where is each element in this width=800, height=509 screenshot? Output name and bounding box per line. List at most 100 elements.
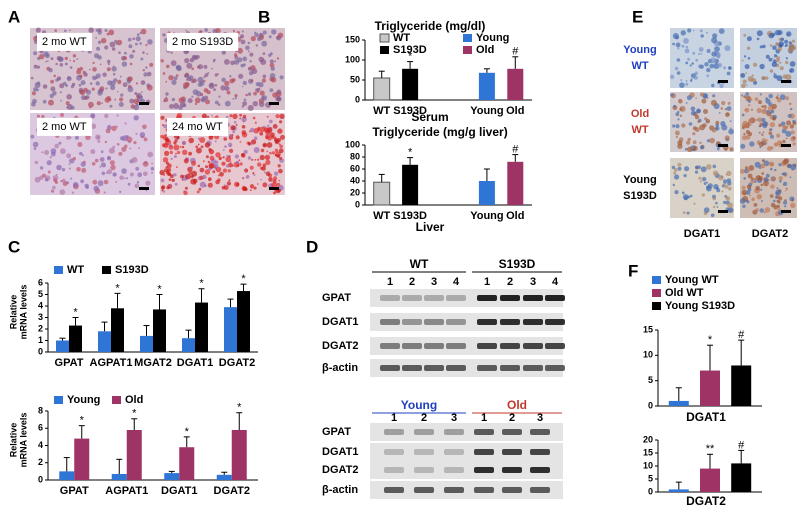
texture-dot [685, 82, 689, 86]
texture-dot [778, 123, 782, 128]
texture-dot [243, 149, 248, 154]
texture-dot [178, 97, 184, 103]
y-tick-label: 40 [350, 175, 360, 185]
scale-bar [139, 187, 149, 190]
blot-band [530, 487, 550, 493]
texture-dot [715, 126, 720, 131]
texture-dot [740, 143, 746, 149]
texture-dot [760, 183, 764, 187]
blot-band [446, 319, 466, 325]
texture-dot [259, 126, 265, 133]
scale-bar [139, 102, 149, 105]
texture-dot [237, 47, 244, 54]
legend-swatch [380, 46, 389, 54]
texture-dot [790, 44, 797, 51]
texture-dot [97, 90, 103, 96]
legend-swatch [652, 289, 661, 297]
texture-dot [109, 160, 115, 166]
texture-dot [678, 137, 684, 142]
legend-label: Young [67, 394, 100, 406]
texture-dot [681, 44, 685, 48]
bar [700, 370, 720, 406]
texture-dot [685, 61, 689, 65]
texture-dot [140, 28, 147, 35]
texture-dot [749, 141, 755, 147]
y-tick-label: 20 [350, 187, 360, 197]
texture-dot [178, 105, 183, 111]
blot-strip [370, 359, 563, 377]
texture-dot [695, 58, 699, 62]
texture-dot [684, 147, 688, 151]
texture-dot [207, 182, 213, 188]
blot-band [444, 429, 464, 435]
texture-dot [185, 82, 190, 87]
texture-dot [681, 123, 686, 128]
texture-dot [132, 49, 136, 53]
texture-dot [747, 99, 751, 103]
texture-dot [741, 189, 748, 196]
texture-dot [46, 160, 52, 166]
texture-dot [712, 164, 717, 169]
texture-dot [677, 110, 680, 114]
texture-dot [95, 28, 99, 32]
texture-dot [180, 174, 184, 179]
texture-dot [201, 113, 207, 119]
texture-dot [169, 150, 173, 155]
texture-dot [235, 160, 240, 165]
scale-bar [781, 210, 791, 213]
texture-dot [706, 31, 708, 34]
texture-dot [82, 160, 86, 164]
texture-dot [706, 181, 708, 184]
texture-dot [181, 140, 186, 145]
panel-label: B [258, 7, 270, 26]
texture-dot [116, 39, 123, 46]
texture-dot [675, 130, 680, 136]
texture-dot [215, 179, 220, 185]
texture-dot [194, 102, 198, 106]
y-tick-label: 0 [38, 346, 43, 356]
texture-dot [719, 83, 724, 89]
texture-dot [753, 178, 756, 181]
texture-dot [746, 184, 752, 190]
texture-dot [129, 98, 135, 104]
texture-dot [174, 182, 178, 186]
y-axis-label: Relative [8, 295, 18, 330]
texture-dot [151, 171, 154, 174]
blot-band [380, 319, 400, 325]
texture-dot [726, 170, 732, 176]
texture-dot [133, 98, 139, 105]
texture-dot [261, 78, 267, 83]
bar [126, 429, 142, 480]
texture-dot [228, 162, 233, 168]
texture-dot [56, 56, 61, 61]
group-label: Old [507, 398, 527, 412]
texture-dot [273, 137, 278, 142]
texture-dot [272, 124, 278, 129]
texture-dot [114, 39, 118, 44]
x-tick-label: AGPAT1 [105, 485, 148, 497]
texture-dot [761, 133, 764, 136]
bar [237, 291, 250, 352]
texture-dot [171, 97, 176, 102]
texture-dot [687, 146, 693, 152]
texture-dot [790, 202, 796, 209]
texture-dot [247, 66, 252, 71]
row-label: β-actin [322, 362, 358, 374]
texture-dot [219, 171, 224, 177]
texture-dot [31, 91, 36, 96]
bar [224, 307, 237, 352]
blot-strip [370, 289, 563, 307]
scale-bar [781, 80, 791, 83]
texture-dot [727, 202, 734, 209]
texture-dot [269, 73, 276, 79]
y-tick-label: 50 [350, 74, 360, 84]
texture-dot [753, 62, 758, 67]
significance-mark: * [115, 282, 120, 294]
texture-dot [785, 60, 789, 65]
legend-swatch [54, 396, 63, 404]
texture-dot [696, 109, 701, 114]
scale-bar [269, 187, 279, 190]
texture-dot [100, 150, 104, 153]
texture-dot [197, 164, 201, 168]
